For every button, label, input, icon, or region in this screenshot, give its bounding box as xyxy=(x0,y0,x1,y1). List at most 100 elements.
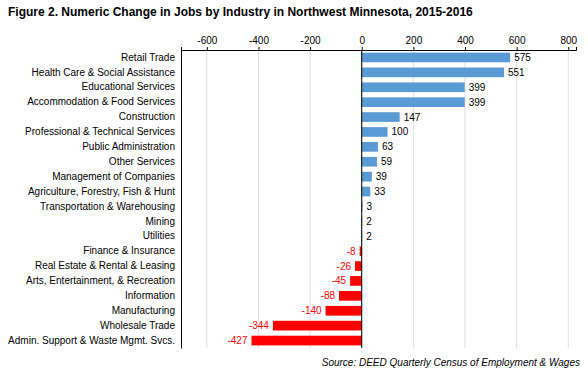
grid-line xyxy=(516,50,517,348)
y-tick-label: Professional & Technical Services xyxy=(25,126,175,137)
zero-line xyxy=(361,50,362,348)
bar xyxy=(273,321,362,331)
x-tick-label: -600 xyxy=(197,35,217,46)
title: Figure 2. Numeric Change in Jobs by Indu… xyxy=(8,5,473,19)
y-tick-label: Management of Companies xyxy=(52,171,175,182)
y-tick-label: Retail Trade xyxy=(121,52,175,63)
x-tick-label: 0 xyxy=(359,35,365,46)
x-axis-line xyxy=(182,47,577,51)
grid-line xyxy=(258,50,259,348)
y-tick: Manufacturing xyxy=(112,305,181,316)
bar xyxy=(350,276,362,286)
y-tick-label: Arts, Entertainment, & Recreation xyxy=(26,275,175,286)
bar xyxy=(362,53,510,63)
y-tick-label: Accommodation & Food Services xyxy=(27,96,175,107)
data-label: -427 xyxy=(227,335,247,346)
y-tick-label: Mining xyxy=(146,216,175,227)
y-tick: Health Care & Social Assistance xyxy=(32,67,181,78)
data-label: -45 xyxy=(332,275,347,286)
y-tick-label: Educational Services xyxy=(82,81,175,92)
data-labels: -427-344-140-88-45-26-822333395963100147… xyxy=(227,52,531,346)
data-label: -26 xyxy=(337,261,352,272)
x-tick: -200 xyxy=(301,35,321,50)
x-axis: -600 -400 -200 0 200 400 600 800 xyxy=(182,35,578,51)
y-tick-label: Wholesale Trade xyxy=(100,320,175,331)
y-tick-label: Manufacturing xyxy=(112,305,175,316)
y-tick: Public Administration xyxy=(82,141,181,152)
x-tick-mark xyxy=(465,47,466,50)
y-tick: Admin. Support & Waste Mgmt. Svcs. xyxy=(8,335,181,346)
data-label: -8 xyxy=(347,246,356,257)
x-tick-label: -200 xyxy=(301,35,321,46)
x-tick-label: 200 xyxy=(406,35,423,46)
bar xyxy=(355,261,362,271)
bar xyxy=(362,82,465,92)
bar xyxy=(362,142,378,152)
data-label: 575 xyxy=(514,52,531,63)
x-tick: -400 xyxy=(249,35,269,50)
x-tick: 400 xyxy=(457,35,474,50)
x-tick-mark xyxy=(413,47,414,50)
x-tick-label: 600 xyxy=(509,35,526,46)
y-tick: Arts, Entertainment, & Recreation xyxy=(26,275,181,286)
y-tick-label: Other Services xyxy=(109,156,175,167)
y-tick: Other Services xyxy=(109,156,181,167)
y-tick-label: Health Care & Social Assistance xyxy=(32,67,176,78)
y-tick: Wholesale Trade xyxy=(100,320,181,331)
data-label: 399 xyxy=(469,82,486,93)
grid-line xyxy=(310,50,311,348)
x-tick-mark xyxy=(310,47,311,50)
y-axis: Admin. Support & Waste Mgmt. Svcs. Wholes… xyxy=(8,51,181,349)
data-label: 2 xyxy=(366,216,372,227)
x-tick-mark xyxy=(517,47,518,50)
y-tick: Construction xyxy=(119,111,181,122)
y-tick: Finance & Insurance xyxy=(83,245,181,256)
bar xyxy=(362,157,377,167)
y-tick: Educational Services xyxy=(82,81,181,92)
y-tick: Utilities xyxy=(143,230,181,241)
bar xyxy=(362,127,388,137)
y-tick-label: Admin. Support & Waste Mgmt. Svcs. xyxy=(8,335,175,346)
data-label: 551 xyxy=(508,67,525,78)
grid-line xyxy=(568,50,569,348)
data-label: 2 xyxy=(366,231,372,242)
y-tick: Professional & Technical Services xyxy=(25,126,181,137)
y-axis-line xyxy=(181,51,182,349)
x-tick: 0 xyxy=(359,35,365,50)
x-tick-label: 800 xyxy=(560,35,577,46)
source-note: Source: DEED Quarterly Census of Employm… xyxy=(322,357,580,368)
y-tick: Accommodation & Food Services xyxy=(27,96,181,107)
x-tick-label: -400 xyxy=(249,35,269,46)
y-tick: Transportation & Warehousing xyxy=(40,201,181,212)
y-tick-label: Information xyxy=(125,290,175,301)
grid-line xyxy=(206,50,207,348)
x-tick: 800 xyxy=(560,35,577,50)
y-tick: Retail Trade xyxy=(121,52,181,63)
y-tick-label: Utilities xyxy=(143,230,175,241)
data-label: -140 xyxy=(302,305,322,316)
y-tick: Mining xyxy=(146,216,181,227)
chart: Figure 2. Numeric Change in Jobs by Indu… xyxy=(0,0,588,374)
x-tick-mark xyxy=(207,47,208,50)
data-label: 100 xyxy=(392,126,409,137)
x-tick: -600 xyxy=(197,35,217,50)
y-tick-label: Public Administration xyxy=(82,141,175,152)
bar xyxy=(339,291,362,301)
bar xyxy=(326,306,362,316)
data-label: 147 xyxy=(404,112,421,123)
y-tick: Real Estate & Rental & Leasing xyxy=(35,260,181,271)
grid xyxy=(207,50,568,348)
data-label: -344 xyxy=(249,320,269,331)
grid-line xyxy=(361,50,362,348)
y-tick-label: Real Estate & Rental & Leasing xyxy=(35,260,175,271)
x-tick-mark xyxy=(568,47,569,50)
data-label: 63 xyxy=(382,141,394,152)
x-tick: 600 xyxy=(509,35,526,50)
y-tick-label: Construction xyxy=(119,111,175,122)
data-label: 3 xyxy=(366,201,372,212)
bar xyxy=(362,172,372,182)
x-tick: 200 xyxy=(406,35,423,50)
data-label: -88 xyxy=(321,290,336,301)
data-label: 59 xyxy=(381,156,393,167)
bars xyxy=(251,53,510,346)
